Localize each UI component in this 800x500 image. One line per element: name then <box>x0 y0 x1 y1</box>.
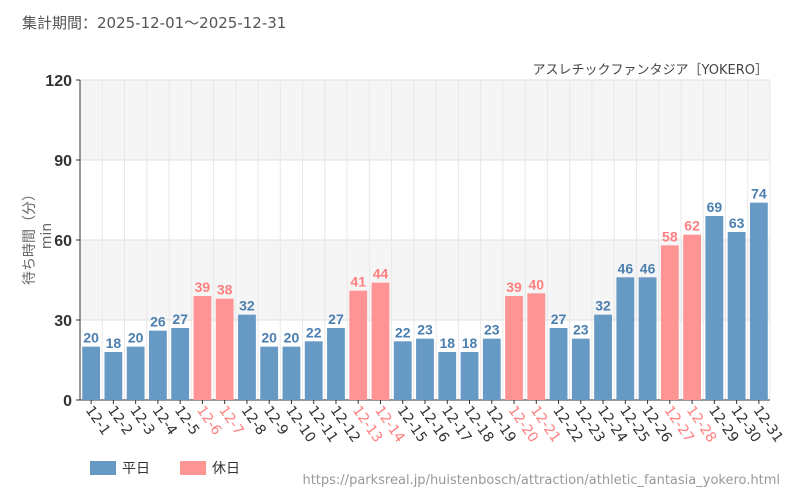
grid-band <box>80 80 770 160</box>
data-label: 40 <box>529 276 545 292</box>
bar-12-7 <box>215 298 234 400</box>
data-label: 62 <box>684 218 700 234</box>
data-label: 58 <box>662 228 678 244</box>
bar-12-22 <box>549 328 568 400</box>
data-label: 18 <box>106 335 122 351</box>
bar-12-30 <box>727 232 746 400</box>
bar-12-2 <box>104 352 123 400</box>
legend-label-weekday: 平日 <box>122 461 150 477</box>
source-url[interactable]: https://parksreal.jp/huistenbosch/attrac… <box>302 473 780 488</box>
data-label: 20 <box>284 330 300 346</box>
chart-title: アスレチックファンタジア［YOKERO］ <box>532 63 768 78</box>
legend-item-holiday[interactable]: 休日 <box>180 458 240 478</box>
bar-12-19 <box>482 338 501 400</box>
bar-12-1 <box>82 346 101 400</box>
bar-12-5 <box>171 328 190 400</box>
data-label: 27 <box>172 311 188 327</box>
data-label: 20 <box>83 330 99 346</box>
data-label: 26 <box>150 314 166 330</box>
legend-swatch-holiday <box>180 461 206 475</box>
y-tick-label: 120 <box>45 73 72 90</box>
bar-12-18 <box>460 352 479 400</box>
legend-swatch-weekday <box>90 461 116 475</box>
bar-12-25 <box>616 277 635 400</box>
bar-12-27 <box>660 245 679 400</box>
data-label: 39 <box>195 279 211 295</box>
bar-12-14 <box>371 282 390 400</box>
bar-12-20 <box>505 296 523 400</box>
data-label: 44 <box>373 266 389 282</box>
bar-12-8 <box>238 314 256 400</box>
bar-12-13 <box>349 290 368 400</box>
bar-12-6 <box>193 296 212 400</box>
bar-12-15 <box>393 341 412 400</box>
data-label: 69 <box>707 199 723 215</box>
bar-12-16 <box>416 338 434 400</box>
data-label: 18 <box>439 335 455 351</box>
data-label: 32 <box>595 298 611 314</box>
period-label: 集計期間：2025-12-01～2025-12-31 <box>22 14 287 32</box>
bar-12-24 <box>594 314 612 400</box>
bar-12-10 <box>282 346 301 400</box>
data-label: 32 <box>239 298 255 314</box>
bar-12-21 <box>527 293 546 400</box>
bar-12-3 <box>126 346 145 400</box>
legend-label-holiday: 休日 <box>212 461 240 477</box>
data-label: 46 <box>640 260 656 276</box>
data-label: 27 <box>551 311 567 327</box>
bar-12-12 <box>327 328 345 400</box>
data-label: 20 <box>261 330 277 346</box>
legend: 平日 休日 <box>90 458 270 478</box>
data-label: 20 <box>128 330 144 346</box>
bar-12-11 <box>304 341 323 400</box>
data-label: 18 <box>462 335 478 351</box>
data-label: 23 <box>573 322 589 338</box>
bar-12-9 <box>260 346 279 400</box>
y-tick-label: 90 <box>54 153 72 170</box>
data-label: 38 <box>217 282 233 298</box>
bar-12-23 <box>571 338 590 400</box>
data-label: 22 <box>306 324 322 340</box>
grid-band <box>80 160 770 240</box>
bar-12-31 <box>749 202 768 400</box>
y-tick-label: 60 <box>54 233 72 250</box>
data-label: 41 <box>350 274 366 290</box>
data-label: 39 <box>506 279 522 295</box>
bar-12-29 <box>705 216 724 400</box>
y-tick-label: 30 <box>54 313 72 330</box>
data-label: 22 <box>395 324 411 340</box>
bar-12-26 <box>638 277 657 400</box>
data-label: 23 <box>484 322 500 338</box>
data-label: 74 <box>751 186 767 202</box>
data-label: 46 <box>618 260 634 276</box>
data-label: 63 <box>729 215 745 231</box>
data-label: 27 <box>328 311 344 327</box>
data-label: 23 <box>417 322 433 338</box>
bar-12-28 <box>683 234 701 400</box>
bar-12-17 <box>438 352 457 400</box>
bar-12-4 <box>149 330 167 400</box>
legend-item-weekday[interactable]: 平日 <box>90 458 150 478</box>
y-tick-label: 0 <box>63 393 72 410</box>
